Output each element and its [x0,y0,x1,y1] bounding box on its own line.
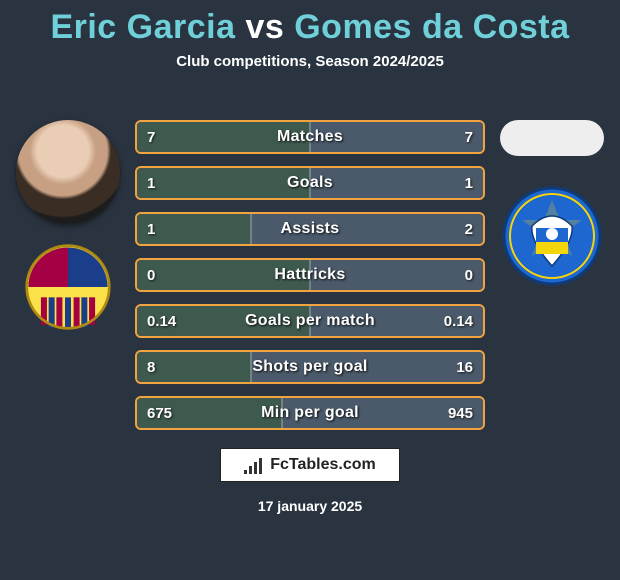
left-player-column [8,120,128,330]
stat-value-left: 0 [137,260,165,290]
stat-value-right: 0.14 [434,306,483,336]
stat-value-right: 945 [438,398,483,428]
brand-watermark: FcTables.com [220,448,400,482]
player1-club-crest [25,244,111,330]
stat-value-right: 16 [446,352,483,382]
stat-value-right: 7 [455,122,483,152]
stat-fill-right [251,214,483,244]
player2-avatar [500,120,604,156]
subtitle: Club competitions, Season 2024/2025 [0,53,620,70]
comparison-title: Eric Garcia vs Gomes da Costa [0,0,620,47]
stat-row: 0.140.14Goals per match [135,304,485,338]
stat-value-right: 1 [455,168,483,198]
brand-bars-icon [244,456,264,474]
stat-row: 675945Min per goal [135,396,485,430]
stat-value-left: 675 [137,398,182,428]
stat-row: 816Shots per goal [135,350,485,384]
stat-value-left: 7 [137,122,165,152]
player2-club-crest [502,186,602,286]
player1-avatar [16,120,120,224]
stat-value-right: 2 [455,214,483,244]
vs-label: vs [245,8,284,46]
stats-table: 77Matches11Goals12Assists00Hattricks0.14… [135,120,485,442]
brand-label: FcTables.com [270,456,376,474]
stat-row: 12Assists [135,212,485,246]
stat-row: 77Matches [135,120,485,154]
player1-name: Eric Garcia [50,8,235,46]
stat-value-left: 0.14 [137,306,186,336]
stat-value-left: 8 [137,352,165,382]
stat-value-left: 1 [137,168,165,198]
stat-value-left: 1 [137,214,165,244]
stat-row: 00Hattricks [135,258,485,292]
right-player-column [492,120,612,286]
stat-value-right: 0 [455,260,483,290]
player2-name: Gomes da Costa [294,8,569,46]
date-label: 17 january 2025 [0,498,620,514]
stat-row: 11Goals [135,166,485,200]
